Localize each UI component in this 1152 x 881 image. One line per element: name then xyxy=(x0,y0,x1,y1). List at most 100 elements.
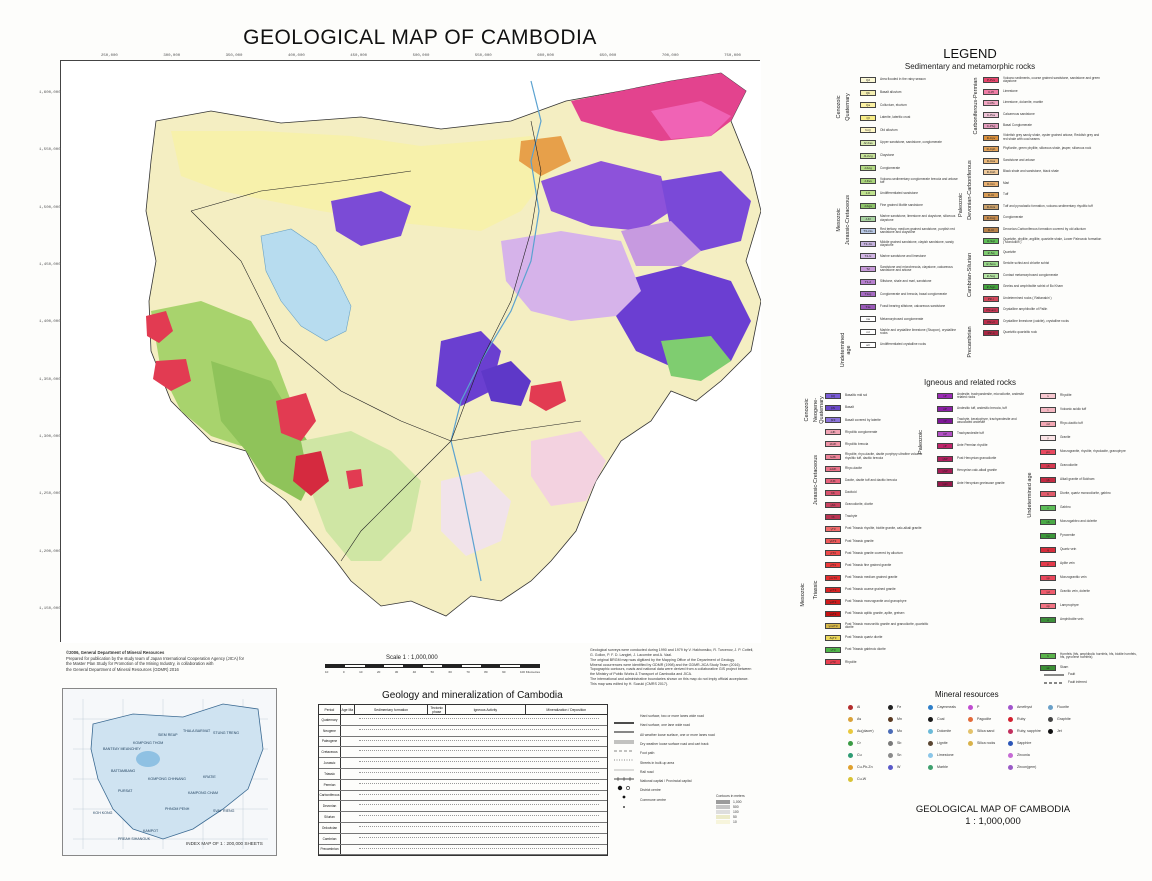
legend-text: Claystone xyxy=(880,152,895,157)
chronology-period: Permian xyxy=(319,779,341,790)
index-sheet-label[interactable]: KAMPONG CHAM xyxy=(188,791,218,795)
index-sheet-label[interactable]: THALA BARIVAT xyxy=(183,729,211,733)
mineral-label: Cu-W xyxy=(857,777,867,781)
legend-swatch: γfT3 xyxy=(825,562,841,569)
legend-row: λbJK Rhyolitic breccia xyxy=(825,440,930,448)
mineral-label: Graphite xyxy=(1057,717,1071,721)
legend-text: Violetish grey sandy shale, oyster grain… xyxy=(1003,133,1100,141)
footnote-line: Prepared for publication by the study te… xyxy=(66,655,245,661)
chronology-row: Paleogene xyxy=(319,736,607,748)
mineral-label: Zirconia xyxy=(1017,753,1030,757)
mineral-item: As xyxy=(848,715,861,723)
mineral-item: Ruby, sapphire xyxy=(1008,727,1041,735)
chronology-title: Geology and mineralization of Cambodia xyxy=(382,690,563,701)
mineral-label: Mo xyxy=(897,729,902,733)
road-legend-label: Streets in built-up area xyxy=(640,760,675,765)
legend-text: Basalt xyxy=(845,405,854,410)
road-legend-row: Rail road xyxy=(614,768,654,781)
legend-swatch: Qb xyxy=(860,89,876,96)
legend-row: βQ Basaltic mid sol xyxy=(825,392,930,400)
legend-row: πρ Pyroxenite xyxy=(1040,532,1140,540)
index-sheet-label[interactable]: BANTEAY MEANCHEY xyxy=(103,747,141,751)
legend-text: Basalt covered by laterite xyxy=(845,417,881,422)
geological-map[interactable]: 250,000 300,000 350,000 400,000 450,000 … xyxy=(39,54,761,643)
legend-row: q Quartz vein xyxy=(1040,546,1140,554)
legend-row: γlT3 Post Triassic granite covered by all… xyxy=(825,549,930,557)
legend-text: Post Triassic monzogranite and granophyr… xyxy=(845,599,907,604)
legend-text: Basal Conglomerate xyxy=(1003,123,1032,128)
legend-text: Contact metamorphosed conglomerate xyxy=(1003,272,1059,277)
road-symbol-icon xyxy=(614,778,634,791)
legend-text: Granodiorite xyxy=(1060,463,1078,468)
legend-text: Marl xyxy=(1003,180,1010,185)
legend-text: Pyroxenite xyxy=(1060,533,1076,538)
legend-text: Post Triassic quartz diorite xyxy=(845,635,883,640)
scale-tick: 70 xyxy=(466,670,470,674)
legend-igneous-heading: Igneous and related rocks xyxy=(923,378,1017,387)
legend-row: λd Rhyo-dacitic tuff xyxy=(1040,420,1140,428)
legend-swatch: γP xyxy=(937,443,953,449)
mineral-item: Silica sand xyxy=(968,727,994,735)
legend-text: Volcanic acidic tuff xyxy=(1060,407,1087,412)
legend-text: Laterite, lateritic crust xyxy=(880,115,911,120)
legend-row: λp Lamprophyre xyxy=(1040,602,1140,610)
mineral-item: Cu-W xyxy=(848,775,866,783)
index-sheet-label[interactable]: KOMPONG CHHNANG xyxy=(148,777,186,781)
index-sheet-label[interactable]: KRATIE xyxy=(203,775,216,779)
road-legend-row: Hard surface, one lane wide road xyxy=(614,721,690,733)
legend-swatch: J-K xyxy=(860,190,876,197)
road-legend-row: National capital / Provincial capital xyxy=(614,777,691,791)
scale-tick: 90 xyxy=(502,670,506,674)
legend-text: Tuff and pyroclastic formation, volcano-… xyxy=(1003,203,1093,208)
mineral-label: Marble xyxy=(937,765,948,769)
scale-tick: 100 Kilometres xyxy=(519,670,540,674)
chronology-header-cell: Tectonic phase xyxy=(428,705,447,714)
scale-tick: 60 xyxy=(448,670,452,674)
index-sheet-label[interactable]: SVAY RIENG xyxy=(213,809,235,813)
legend-row: τ Volcanic acidic tuff xyxy=(1040,406,1140,414)
legend-group-label: Neogene-Quaternary xyxy=(813,396,825,424)
mineral-symbol-icon xyxy=(1008,728,1013,734)
road-legend-row: All weather loose surface, one or more l… xyxy=(614,731,715,743)
legend-text: Lamprophyre xyxy=(1060,603,1079,608)
index-sheet-label[interactable]: SIEM REAP xyxy=(158,733,178,737)
legend-swatch: J1-Kcg xyxy=(860,152,876,159)
mineral-label: Amethyst xyxy=(1017,705,1032,709)
tick-label: 300,000 xyxy=(163,54,181,58)
index-sheet-label[interactable]: PHNOM PENH xyxy=(165,807,190,811)
chronology-period: Silurian xyxy=(319,812,341,822)
chronology-period: Ordovician xyxy=(319,823,341,833)
index-sheet-label[interactable]: STUNG TRENG xyxy=(213,731,240,735)
legend-text: Area flooded in the rainy season xyxy=(880,77,926,82)
road-symbol-icon xyxy=(614,732,634,743)
legend-row: νδ Monzogabbro and dolerite xyxy=(1040,518,1140,526)
index-sheet-label[interactable]: KAMPOT xyxy=(143,829,159,833)
mineral-label: Cu-Pb-Zn xyxy=(857,765,873,769)
scale-tick: 10 xyxy=(359,670,363,674)
index-sheet-label[interactable]: KOH KONG xyxy=(93,811,113,815)
legend-text: Diorite, quartz monzodiorite, gabbro xyxy=(1060,491,1111,496)
legend-row: D-Css Sandstone and arkose xyxy=(983,157,1103,165)
index-sheet-label[interactable]: KOMPONG THOM xyxy=(133,741,164,745)
road-legend-label: Foot path xyxy=(640,751,655,756)
legend-row: J-Kvs Volcano-sedimentary conglomerate br… xyxy=(860,177,960,185)
mineral-symbol-icon xyxy=(848,752,853,758)
legend-row: P-Pvs Volcano sediments, course grained s… xyxy=(983,76,1103,84)
chronology-header-cell: Mineralization / Deposition xyxy=(546,707,587,712)
legend-text: Andesitic tuff, andesitic breccia, tuff xyxy=(957,405,1007,410)
legend-row: ν Gabbro xyxy=(1040,504,1140,512)
index-map-caption: INDEX MAP OF 1 : 200,000 SHEETS xyxy=(186,841,263,846)
legend-row: T1cg Conglomerate and breccia, basal cong… xyxy=(860,290,960,298)
scale-label: Scale 1 : 1,000,000 xyxy=(386,655,438,661)
index-sheet-label[interactable]: BATTAMBANG xyxy=(111,769,136,773)
legend-swatch: J2-Kss xyxy=(860,140,876,146)
bottom-scale: 1 : 1,000,000 xyxy=(965,815,1021,827)
mineral-item: Amethyst xyxy=(1008,703,1032,711)
scale-tick: 0 xyxy=(342,670,345,674)
index-map[interactable]: KOMPONG THOM SIEM REAP THALA BARIVAT STUNG … xyxy=(62,688,277,856)
legend-row-skarn: sk Skarn xyxy=(1040,664,1068,672)
chronology-header-cell: Age Ma xyxy=(341,705,355,714)
index-sheet-label[interactable]: PREAH SIHANOUK xyxy=(118,837,151,841)
index-sheet-label[interactable]: PURSAT xyxy=(118,789,133,793)
legend-row: γaT3 Post Triassic aplitic granite, aplit… xyxy=(825,610,930,618)
